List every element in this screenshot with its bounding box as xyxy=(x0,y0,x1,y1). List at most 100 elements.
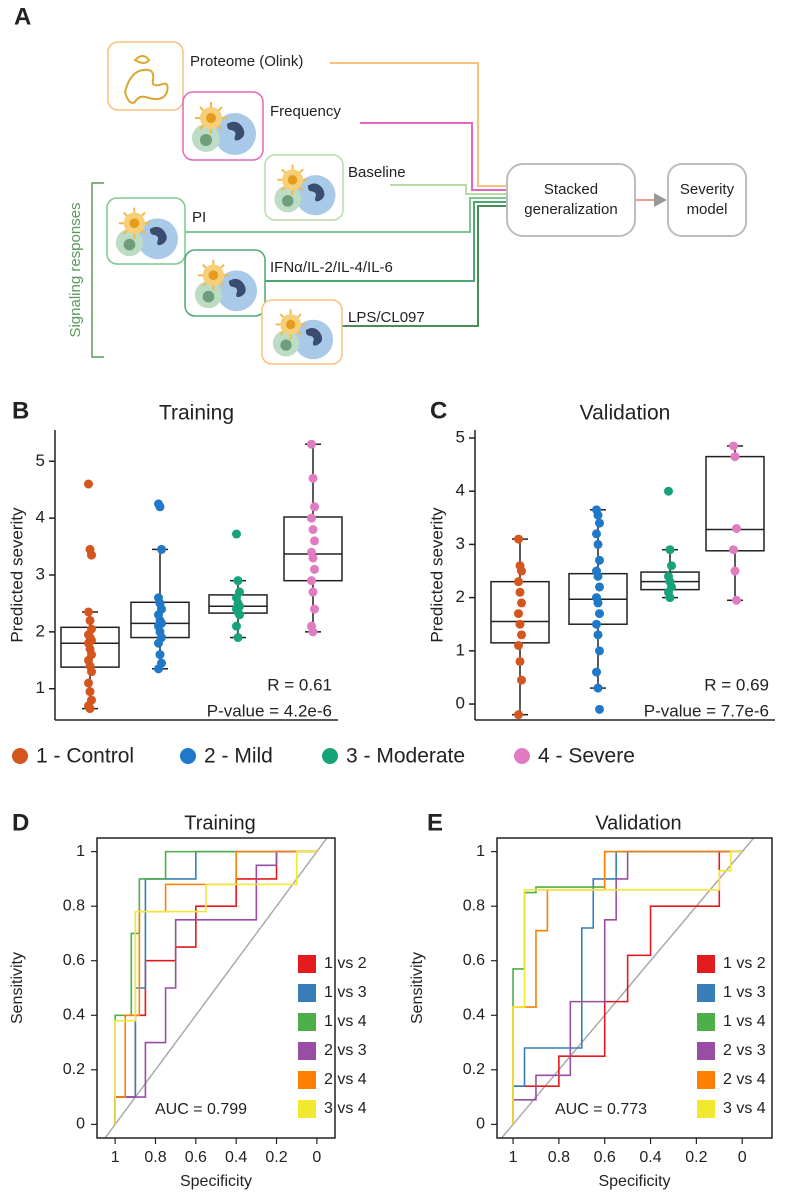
node-label: Proteome (Olink) xyxy=(190,53,303,70)
legend-swatch xyxy=(697,1013,715,1031)
connector xyxy=(360,122,507,191)
point xyxy=(154,664,163,674)
point xyxy=(517,630,526,640)
legend-swatch xyxy=(298,1013,316,1031)
legend-label: 1 vs 2 xyxy=(324,955,367,972)
point xyxy=(593,683,603,693)
point xyxy=(595,582,604,592)
roc-curve xyxy=(114,850,317,1125)
legend-swatch xyxy=(298,1042,316,1060)
point xyxy=(87,667,96,677)
point xyxy=(155,502,165,512)
point xyxy=(310,564,319,574)
point xyxy=(595,518,604,528)
legend-label: 3 - Moderate xyxy=(346,745,465,768)
y-axis-label: Sensitivity xyxy=(409,952,426,1024)
y-tick-label: 0.8 xyxy=(63,897,85,914)
legend-swatch xyxy=(298,955,316,973)
legend-swatch xyxy=(697,1100,715,1118)
plot-frame xyxy=(496,837,773,1139)
legend-label: 2 vs 3 xyxy=(723,1042,766,1059)
bracket xyxy=(91,182,104,358)
y-tick-label: 0.6 xyxy=(63,952,85,969)
point xyxy=(87,550,96,560)
point xyxy=(593,539,603,549)
point xyxy=(730,452,740,462)
connector xyxy=(330,62,507,187)
x-axis-label: Specificity xyxy=(180,1173,252,1190)
node-label: PI xyxy=(192,209,206,226)
panel-letter: E xyxy=(427,809,443,836)
y-tick-label: 5 xyxy=(456,427,465,446)
point xyxy=(85,704,95,714)
connector xyxy=(265,201,507,282)
y-tick-label: 4 xyxy=(36,508,45,527)
point xyxy=(85,615,95,625)
legend-label: 2 vs 4 xyxy=(324,1071,367,1088)
legend-swatch xyxy=(298,984,316,1002)
annotation: AUC = 0.773 xyxy=(555,1101,647,1118)
point xyxy=(154,638,163,648)
roc-curve xyxy=(512,850,743,1125)
panel-letter: D xyxy=(12,809,29,836)
x-tick-label: 0.2 xyxy=(685,1149,707,1166)
point xyxy=(514,609,523,619)
x-tick-label: 1 xyxy=(509,1149,518,1166)
annotation: AUC = 0.799 xyxy=(155,1101,247,1118)
annotation: R = 0.61 xyxy=(267,675,332,694)
point xyxy=(592,619,601,629)
legend-swatch xyxy=(697,984,715,1002)
roc-curve xyxy=(512,850,743,1125)
connector xyxy=(185,197,507,233)
diagonal xyxy=(104,838,328,1138)
x-tick-label: 0.8 xyxy=(144,1149,166,1166)
legend-label: 1 vs 3 xyxy=(324,984,367,1001)
roc-curve xyxy=(512,850,743,1125)
legend-swatch xyxy=(697,955,715,973)
point xyxy=(84,479,93,489)
point xyxy=(157,544,166,554)
y-tick-label: 1 xyxy=(456,640,465,659)
y-tick-label: 0.4 xyxy=(463,1006,485,1023)
point xyxy=(592,529,601,539)
legend-label: 2 vs 4 xyxy=(723,1071,766,1088)
group-label: Signaling responses xyxy=(67,202,84,337)
point xyxy=(233,576,243,586)
point xyxy=(595,609,604,619)
protein-icon xyxy=(123,55,169,104)
point xyxy=(155,650,165,660)
legend-swatch xyxy=(298,1100,316,1118)
point xyxy=(84,607,93,617)
point xyxy=(667,561,676,571)
y-tick-label: 0.2 xyxy=(63,1061,85,1078)
x-tick-label: 0.4 xyxy=(225,1149,247,1166)
point xyxy=(307,513,316,523)
point xyxy=(593,571,603,581)
point xyxy=(310,536,319,546)
panel-a: A Proteome (Olink) Frequency Baseline PI… xyxy=(14,3,747,365)
output-label: model xyxy=(687,201,728,218)
point xyxy=(595,555,604,565)
point xyxy=(515,587,525,597)
roc-curve xyxy=(114,850,317,1125)
point xyxy=(514,534,523,544)
y-tick-label: 5 xyxy=(36,451,45,470)
plot-frame xyxy=(96,837,336,1139)
point xyxy=(729,441,738,451)
point xyxy=(514,641,523,651)
legend-label: 1 - Control xyxy=(36,745,134,768)
y-tick-label: 4 xyxy=(456,481,465,500)
legend-label: 1 vs 4 xyxy=(324,1013,367,1030)
legend-label: 4 - Severe xyxy=(538,745,635,768)
point xyxy=(593,598,603,608)
y-axis-label: Sensitivity xyxy=(9,952,26,1024)
legend-label: 1 vs 4 xyxy=(723,1013,766,1030)
point xyxy=(592,667,601,677)
point xyxy=(85,687,95,697)
point xyxy=(515,656,525,666)
point xyxy=(308,473,318,483)
y-tick-label: 0 xyxy=(76,1116,85,1133)
annotation: R = 0.69 xyxy=(704,675,769,694)
point xyxy=(517,566,526,576)
point xyxy=(729,545,738,555)
